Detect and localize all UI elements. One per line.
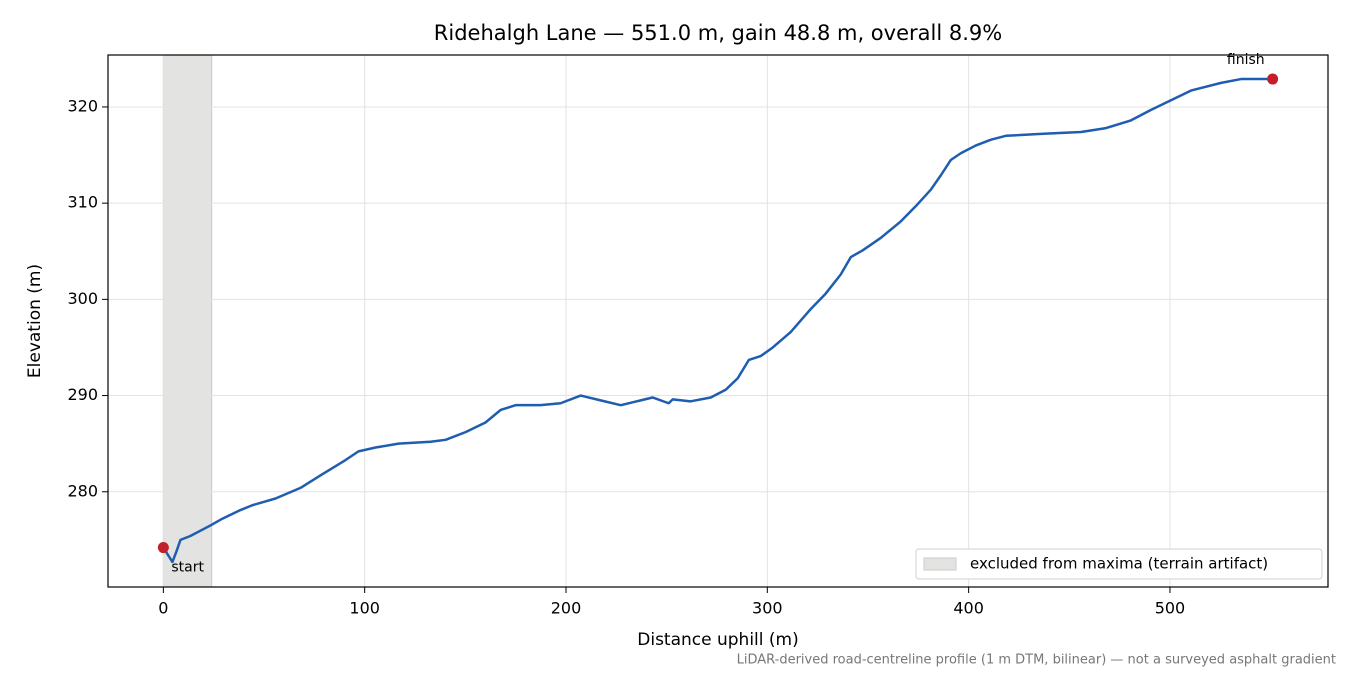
plot-frame [107,54,1329,588]
y-axis-label: Elevation (m) [25,264,45,378]
x-tick-label: 100 [349,599,380,618]
y-tick-label: 290 [67,385,98,404]
x-tick-label: 0 [158,599,168,618]
x-tick-label: 400 [953,599,984,618]
y-tick-label: 320 [67,96,98,115]
x-tick-label: 200 [551,599,582,618]
x-tick-label: 300 [752,599,783,618]
chart-title: Ridehalgh Lane — 551.0 m, gain 48.8 m, o… [434,21,1002,45]
y-tick-label: 300 [67,289,98,308]
x-tick-label: 500 [1155,599,1186,618]
y-tick-label: 280 [67,481,98,500]
y-tick-label: 310 [67,193,98,212]
point-label: finish [1227,52,1265,68]
footnote: LiDAR-derived road-centreline profile (1… [737,653,1336,668]
legend-swatch [923,557,957,571]
endpoint-marker [1267,73,1279,85]
excluded-span [162,54,213,588]
x-axis-label: Distance uphill (m) [637,630,798,650]
legend-label: excluded from maxima (terrain artifact) [970,555,1268,573]
point-label: start [171,560,204,576]
elevation-line [162,77,1273,564]
legend-box [915,548,1323,580]
endpoint-marker [157,542,169,554]
